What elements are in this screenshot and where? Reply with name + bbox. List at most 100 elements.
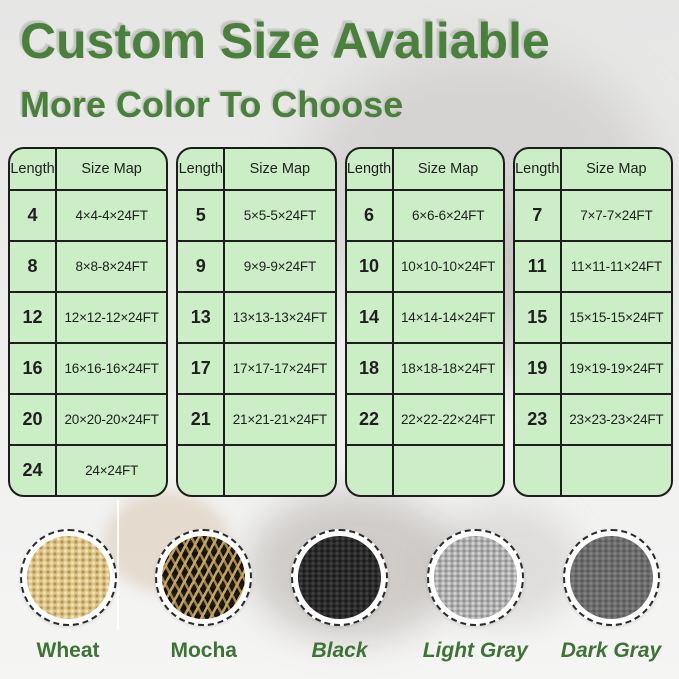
swatch-label: Light Gray [422,639,528,662]
length-cell: 22 [347,395,394,444]
size-map-cell [562,446,671,495]
table-row [514,444,671,495]
size-map-cell: 21×21-21×24FT [232,412,327,427]
swatch-label: Black [311,639,368,662]
size-map-cell: 12×12-12×24FT [64,310,159,325]
table-row: 6 6×6-6×24FT [346,189,503,240]
size-map-cell: 16×16-16×24FT [64,361,159,376]
table-row: 13 13×13-13×24FT [178,291,335,342]
length-cell: 6 [347,191,394,240]
length-cell [178,446,226,495]
table-header-row: Length Size Map [178,149,334,189]
size-map-column-header: Size Map [249,161,311,177]
fabric-swatch-icon [155,529,253,626]
length-cell [347,446,394,495]
fabric-texture-wheat [26,536,110,619]
length-cell: 17 [178,344,226,393]
length-cell: 20 [10,395,57,444]
size-table-4: Length Size Map 7 7×7-7×24FT 11 11×11-11×24FT… [512,147,673,497]
length-cell: 15 [515,293,562,342]
length-cell: 7 [515,191,562,240]
swatch-light-gray: Light Gray [422,529,528,663]
table-row [178,444,335,495]
length-cell: 12 [10,293,57,342]
swatch-mocha: Mocha [151,529,257,663]
page-title: Custom Size Avaliable [20,13,550,69]
table-row: 16 16×16-16×24FT [10,342,167,393]
size-map-cell [394,446,503,495]
size-table-2: Length Size Map 5 5×5-5×24FT 9 9×9-9×24FT 13 13… [176,147,337,497]
fabric-swatch-icon [562,529,660,626]
swatch-dark-gray: Dark Gray [558,529,664,663]
length-cell: 13 [178,293,226,342]
length-cell: 8 [10,242,57,291]
table-row: 15 15×15-15×24FT [514,291,671,342]
table-row: 11 11×11-11×24FT [514,240,671,291]
length-cell: 9 [178,242,226,291]
size-map-cell: 9×9-9×24FT [243,259,317,274]
table-row: 8 8×8-8×24FT [10,240,167,291]
size-table-3: Length Size Map 6 6×6-6×24FT 10 10×10-10×24FT… [344,147,505,497]
size-map-column-header: Size Map [586,161,647,177]
length-cell: 4 [10,191,57,240]
size-map-cell: 15×15-15×24FT [569,310,664,325]
size-map-cell: 22×22-22×24FT [401,412,496,427]
size-map-cell: 5×5-5×24FT [243,208,317,223]
length-cell: 11 [515,242,562,291]
fabric-swatch-icon [291,529,388,626]
size-map-cell: 8×8-8×24FT [75,259,148,274]
size-map-cell: 17×17-17×24FT [232,361,327,376]
size-map-column-header: Size Map [81,161,142,177]
table-row: 20 20×20-20×24FT [10,393,167,444]
size-map-cell: 19×19-19×24FT [569,361,664,376]
fabric-texture-mocha [162,536,246,619]
size-map-cell: 18×18-18×24FT [401,361,496,376]
table-row: 4 4×4-4×24FT [10,189,167,240]
size-map-cell [225,446,334,495]
page-subtitle: More Color To Choose [20,84,404,125]
size-tables: Length Size Map 4 4×4-4×24FT 8 8×8-8×24FT 12 12… [8,147,673,497]
table-row: 18 18×18-18×24FT [346,342,503,393]
length-cell: 18 [347,344,394,393]
table-header-row: Length Size Map [10,149,166,189]
size-map-cell: 20×20-20×24FT [64,412,159,427]
fabric-texture-dark-gray [569,536,653,619]
table-row: 7 7×7-7×24FT [514,189,671,240]
length-cell: 16 [10,344,57,393]
length-cell [515,446,562,495]
length-column-header: Length [178,149,226,189]
length-cell: 23 [515,395,562,444]
fabric-texture-black [298,536,381,619]
table-row: 23 23×23-23×24FT [514,393,671,444]
color-swatches: Wheat Mocha Black Light Gray Dark Gray [0,529,679,663]
table-row: 24 24×24FT [10,444,167,495]
length-cell: 19 [515,344,562,393]
fabric-swatch-icon [426,529,524,626]
table-row: 21 21×21-21×24FT [178,393,335,444]
swatch-black: Black [287,529,393,663]
size-map-cell: 13×13-13×24FT [232,310,327,325]
fabric-swatch-icon [19,529,117,626]
swatch-wheat: Wheat [15,529,121,663]
table-row: 14 14×14-14×24FT [346,291,503,342]
size-map-cell: 23×23-23×24FT [569,412,664,427]
table-row: 19 19×19-19×24FT [514,342,671,393]
swatch-label: Dark Gray [560,639,662,662]
table-row: 10 10×10-10×24FT [346,240,503,291]
table-row [346,444,503,495]
swatch-label: Mocha [170,639,237,662]
size-map-cell: 10×10-10×24FT [401,259,496,274]
size-map-cell: 7×7-7×24FT [580,208,653,223]
table-row: 12 12×12-12×24FT [10,291,167,342]
table-row: 17 17×17-17×24FT [178,342,335,393]
table-header-row: Length Size Map [515,149,671,189]
table-row: 9 9×9-9×24FT [178,240,335,291]
length-cell: 14 [347,293,394,342]
length-cell: 10 [347,242,394,291]
size-map-column-header: Size Map [417,161,479,177]
length-cell: 21 [178,395,226,444]
table-row: 5 5×5-5×24FT [178,189,335,240]
length-column-header: Length [347,149,394,189]
fabric-texture-light-gray [433,536,517,619]
size-map-cell: 14×14-14×24FT [401,310,496,325]
